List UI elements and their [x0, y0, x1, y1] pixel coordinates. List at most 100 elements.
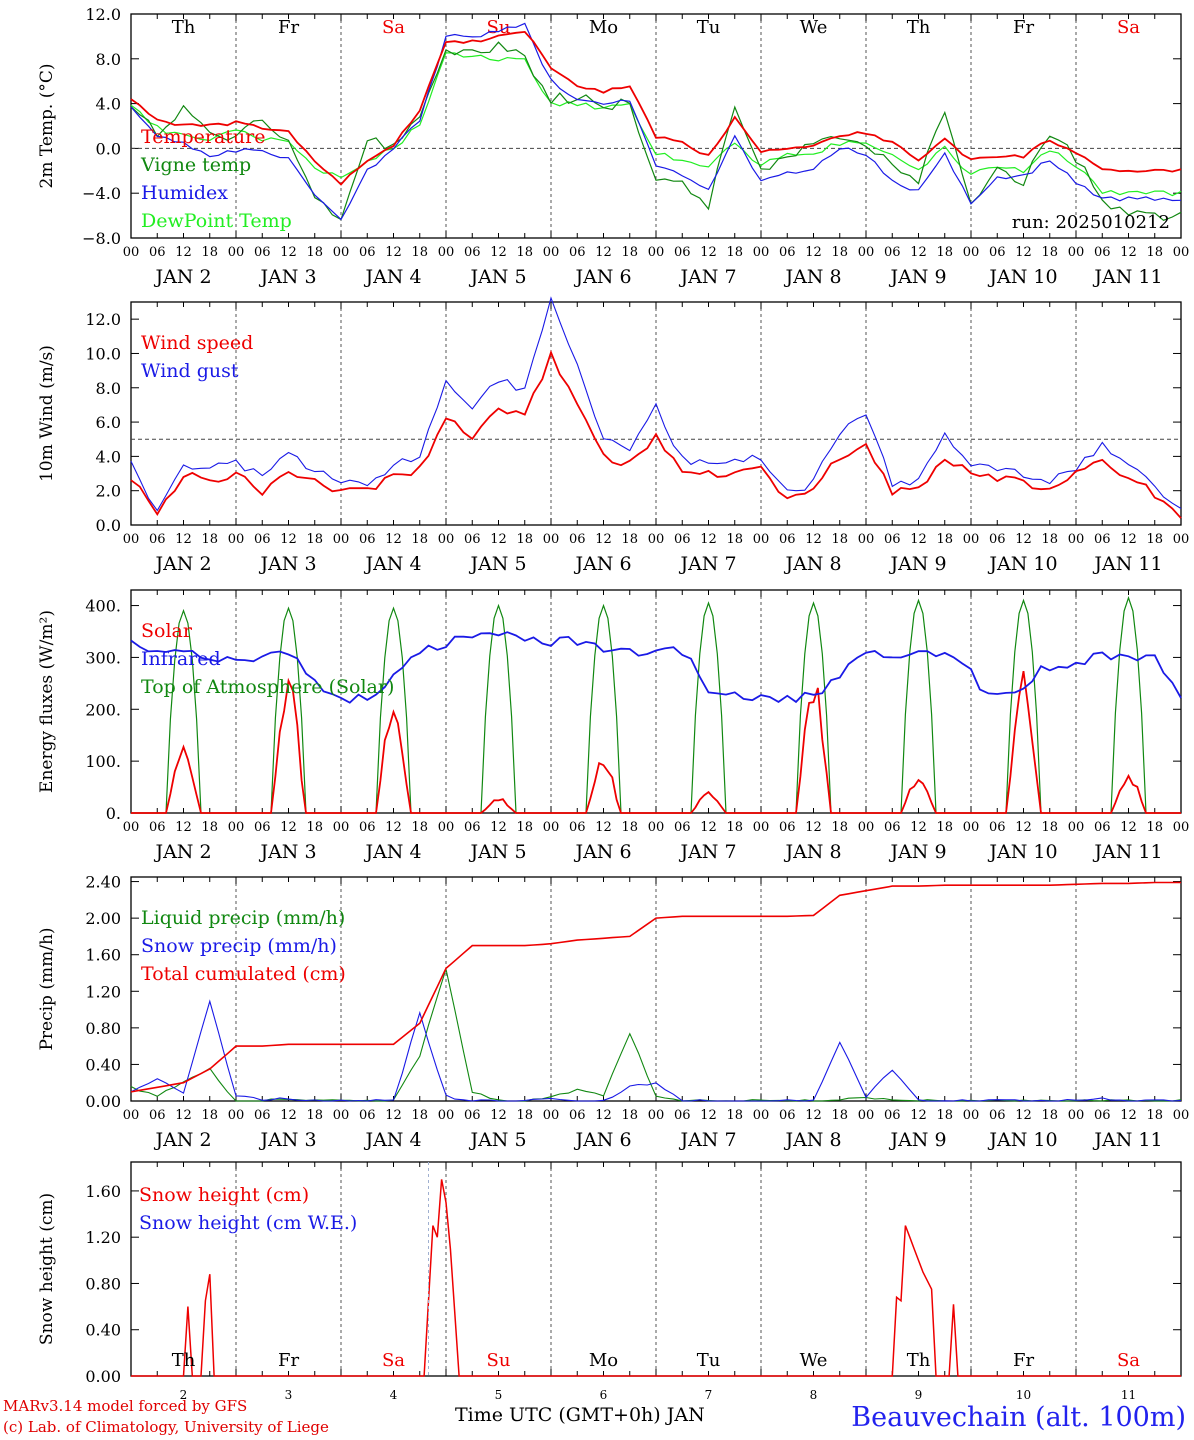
weekday-label: Su [487, 17, 511, 38]
hour-tick-label: 18 [201, 1108, 218, 1123]
date-label: JAN 9 [888, 553, 946, 575]
y-tick-label: 0.0 [96, 516, 121, 535]
hour-tick-label: 18 [726, 1108, 743, 1123]
hour-tick-label: 00 [228, 1108, 245, 1123]
hour-tick-label: 18 [621, 1108, 638, 1123]
date-label: JAN 10 [987, 553, 1057, 575]
day-number-label: 4 [390, 1388, 398, 1402]
date-label: JAN 8 [783, 553, 841, 575]
y-tick-label: 12.0 [85, 310, 121, 329]
hour-tick-label: 06 [359, 245, 376, 260]
y-tick-label: 400. [85, 597, 121, 616]
hour-tick-label: 18 [1041, 245, 1058, 260]
hour-tick-label: 18 [936, 245, 953, 260]
hour-tick-label: 00 [123, 532, 140, 547]
hour-tick-label: 18 [201, 532, 218, 547]
hour-tick-label: 12 [1015, 1108, 1032, 1123]
hour-tick-label: 06 [464, 1108, 481, 1123]
y-tick-label: 0.40 [85, 1321, 121, 1340]
hour-tick-label: 18 [516, 532, 533, 547]
hour-tick-label: 18 [726, 532, 743, 547]
date-label: JAN 2 [153, 1129, 211, 1151]
panel-3: 2.40 2.00 1.60 1.20 0.80 0.40 0.00 Precip (mm/h… [37, 873, 1189, 1151]
hour-tick-label: 06 [464, 245, 481, 260]
y-tick-label: 0.0 [96, 139, 121, 158]
legend-entry: Infrared [141, 648, 221, 670]
run-label: run: 2025010212 [1012, 212, 1170, 233]
y-tick-label: 2.40 [85, 873, 121, 892]
hour-tick-label: 12 [385, 532, 402, 547]
hour-tick-label: 00 [543, 1108, 560, 1123]
hour-tick-label: 06 [359, 1108, 376, 1123]
hour-tick-label: 12 [385, 820, 402, 835]
date-label: JAN 11 [1092, 553, 1162, 575]
hour-tick-label: 18 [621, 820, 638, 835]
hour-tick-label: 00 [858, 820, 875, 835]
hour-tick-label: 18 [621, 245, 638, 260]
hour-tick-label: 00 [753, 532, 770, 547]
hour-tick-label: 00 [333, 245, 350, 260]
day-number-label: 5 [495, 1388, 503, 1402]
plot-frame [130, 589, 1182, 814]
hour-tick-label: 12 [700, 1108, 717, 1123]
date-label: JAN 4 [363, 841, 421, 863]
hour-tick-label: 06 [1094, 820, 1111, 835]
hour-tick-label: 00 [1068, 820, 1085, 835]
model-credit: MARv3.14 model forced by GFS [3, 1397, 248, 1415]
series-line-vigne-temp [130, 41, 1182, 221]
hour-tick-label: 06 [1094, 532, 1111, 547]
hour-tick-label: 06 [149, 532, 166, 547]
hour-tick-label: 06 [359, 532, 376, 547]
y-axis-label: 10m Wind (m/s) [37, 345, 57, 482]
y-tick-label: 0. [106, 804, 121, 823]
hour-tick-label: 18 [1041, 532, 1058, 547]
y-tick-label: 0.80 [85, 1019, 121, 1038]
panel-2: 400. 300. 200. 100. 0. Energy fluxes (W/m²) 00… [37, 589, 1189, 863]
day-number-label: 11 [1121, 1388, 1136, 1402]
legend-entry: Vigne temp [140, 154, 251, 176]
hour-tick-label: 06 [779, 532, 796, 547]
panel-1: 12.0 10.0 8.0 6.0 4.0 2.0 0.0 10m Wind (m/s) 00 0… [37, 296, 1189, 575]
hour-tick-label: 12 [1120, 245, 1137, 260]
weekday-label: Fr [1013, 17, 1034, 38]
y-axis-label: Precip (mm/h) [37, 927, 57, 1050]
hour-tick-label: 06 [674, 532, 691, 547]
hour-tick-label: 00 [648, 820, 665, 835]
hour-tick-label: 06 [1094, 1108, 1111, 1123]
plot-frame [130, 13, 1182, 239]
hour-tick-label: 18 [1146, 245, 1163, 260]
hour-tick-label: 18 [726, 820, 743, 835]
hour-tick-label: 12 [805, 1108, 822, 1123]
hour-tick-label: 18 [516, 1108, 533, 1123]
weekday-label: We [800, 17, 828, 38]
hour-tick-label: 12 [490, 1108, 507, 1123]
y-tick-label: 1.60 [85, 946, 121, 965]
weekday-label: Th [907, 1350, 931, 1371]
hour-tick-label: 06 [149, 820, 166, 835]
legend-entry: Solar [141, 620, 193, 642]
lab-credit: (c) Lab. of Climatology, University of L… [3, 1418, 329, 1436]
hour-tick-label: 00 [123, 1108, 140, 1123]
hour-tick-label: 18 [306, 820, 323, 835]
series-line-humidex [130, 22, 1182, 221]
y-tick-label: 8.0 [96, 50, 121, 69]
date-label: JAN 7 [678, 1129, 736, 1151]
series-line-wind-gust [130, 296, 1182, 512]
hour-tick-label: 00 [963, 820, 980, 835]
hour-tick-label: 06 [359, 820, 376, 835]
day-number-label: 2 [180, 1388, 188, 1402]
date-label: JAN 11 [1092, 266, 1162, 288]
hour-tick-label: 12 [280, 1108, 297, 1123]
date-label: JAN 2 [153, 266, 211, 288]
series-line-solar [131, 670, 1181, 814]
hour-tick-label: 00 [228, 532, 245, 547]
panel-0: 12.0 8.0 4.0 0.0 −4.0 −8.0 2m Temp. (°C) 00 06 12… [37, 5, 1189, 288]
day-number-label: 3 [285, 1388, 293, 1402]
day-number-label: 6 [600, 1388, 608, 1402]
weekday-label: Mo [589, 1350, 618, 1371]
series-line-dewpoint-temp [130, 52, 1182, 197]
date-label: JAN 3 [258, 1129, 316, 1151]
y-tick-label: 1.20 [85, 982, 121, 1001]
hour-tick-label: 12 [490, 532, 507, 547]
date-label: JAN 9 [888, 841, 946, 863]
